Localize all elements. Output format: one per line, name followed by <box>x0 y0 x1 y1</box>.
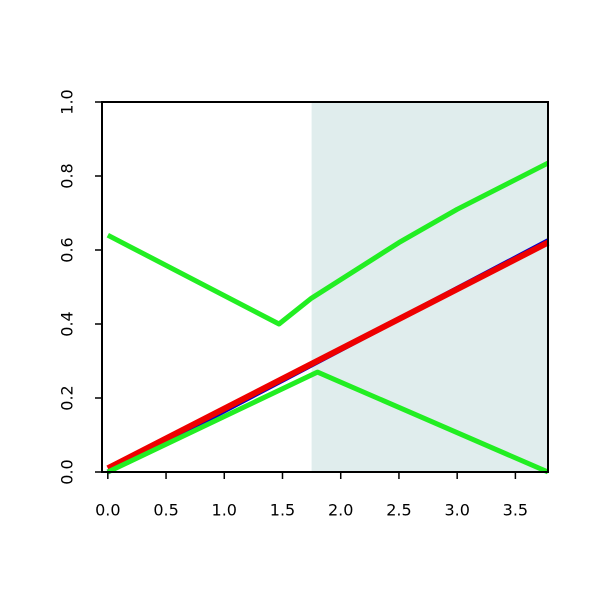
x-tick-label: 1.0 <box>212 501 237 520</box>
y-tick-label: 0.2 <box>58 385 77 410</box>
y-tick-label: 0.0 <box>58 459 77 484</box>
x-tick-label: 0.5 <box>153 501 178 520</box>
line <box>106 239 550 471</box>
shaded-region <box>311 102 548 472</box>
x-tick-label: 3.0 <box>444 501 469 520</box>
y-tick-label: 0.8 <box>58 163 77 188</box>
x-tick-label: 2.0 <box>328 501 353 520</box>
x-tick-label: 1.5 <box>270 501 295 520</box>
x-tick-label: 3.5 <box>503 501 528 520</box>
y-tick-label: 0.4 <box>58 311 77 336</box>
x-tick-label: 0.0 <box>95 501 120 520</box>
y-tick-label: 1.0 <box>58 89 77 114</box>
line <box>106 160 550 327</box>
y-tick-label: 0.6 <box>58 237 77 262</box>
line <box>106 369 549 475</box>
x-tick-label: 2.5 <box>386 501 411 520</box>
plot-frame <box>101 101 549 473</box>
